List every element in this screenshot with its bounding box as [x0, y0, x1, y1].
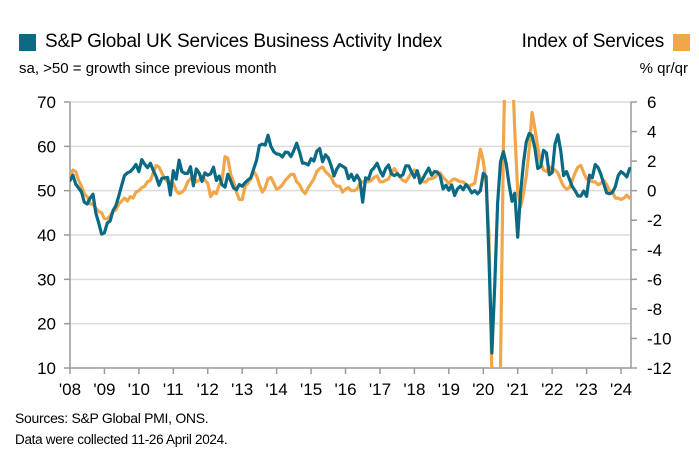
x-axis-tick-label: '17 [369, 380, 391, 399]
legend-item-pmi: S&P Global UK Services Business Activity… [19, 31, 442, 53]
right-axis-tick-label: -2 [647, 211, 662, 230]
x-axis-tick-label: '11 [163, 380, 184, 399]
x-axis-tick-label: '13 [231, 380, 253, 399]
right-axis-tick-label: 2 [647, 152, 656, 171]
x-axis-tick-label: '09 [93, 380, 115, 399]
sources-note: Sources: S&P Global PMI, ONS. [15, 410, 209, 426]
right-axis-tick-label: -10 [647, 329, 672, 348]
right-axis-tick-label: 4 [647, 123, 656, 142]
axes [64, 101, 637, 374]
x-axis-tick-label: '23 [576, 380, 598, 399]
x-axis-tick-label: '14 [266, 380, 288, 399]
x-axis-tick-label: '08 [59, 380, 81, 399]
x-axis-tick-label: '18 [403, 380, 425, 399]
gridlines [70, 101, 631, 325]
left-axis-tick-label: 10 [37, 359, 56, 378]
tick-labels: 706050403020106420-2-4-6-8-10-12'08'09'1… [37, 93, 672, 399]
orange-square-swatch-icon [673, 33, 690, 51]
x-axis-tick-label: '21 [507, 380, 529, 399]
left-axis-tick-label: 70 [37, 93, 56, 112]
x-axis-tick-label: '15 [300, 380, 322, 399]
series-lines [70, 100, 631, 368]
left-axis-tick-label: 30 [37, 270, 56, 289]
legend-item-ios: Index of Services [522, 31, 690, 53]
left-axis-subtitle: sa, >50 = growth since previous month [19, 60, 277, 77]
right-axis-tick-label: 0 [647, 182, 656, 201]
collection-date-note: Data were collected 11-26 April 2024. [15, 432, 228, 447]
legend-label-pmi: S&P Global UK Services Business Activity… [45, 31, 443, 52]
right-axis-tick-label: -12 [647, 359, 672, 378]
x-axis-tick-label: '24 [610, 380, 632, 399]
left-axis-tick-label: 60 [37, 137, 56, 156]
left-axis-tick-label: 20 [37, 315, 56, 334]
x-axis-tick-label: '12 [197, 380, 219, 399]
right-axis-subtitle: % qr/qr [639, 60, 688, 77]
x-axis-tick-label: '20 [472, 380, 494, 399]
x-axis-tick-label: '16 [334, 380, 356, 399]
legend-label-ios: Index of Services [521, 31, 665, 52]
left-axis-tick-label: 50 [37, 182, 56, 201]
right-axis-tick-label: -8 [647, 300, 662, 319]
teal-square-swatch-icon [19, 33, 36, 51]
right-axis-tick-label: -6 [647, 270, 662, 289]
x-axis-tick-label: '10 [128, 380, 150, 399]
right-axis-tick-label: 6 [647, 93, 656, 112]
x-axis-tick-label: '19 [438, 380, 460, 399]
left-axis-tick-label: 40 [37, 226, 56, 245]
pmi-series-line [70, 131, 631, 355]
x-axis-tick-label: '22 [541, 380, 563, 399]
right-axis-tick-label: -4 [647, 241, 662, 260]
